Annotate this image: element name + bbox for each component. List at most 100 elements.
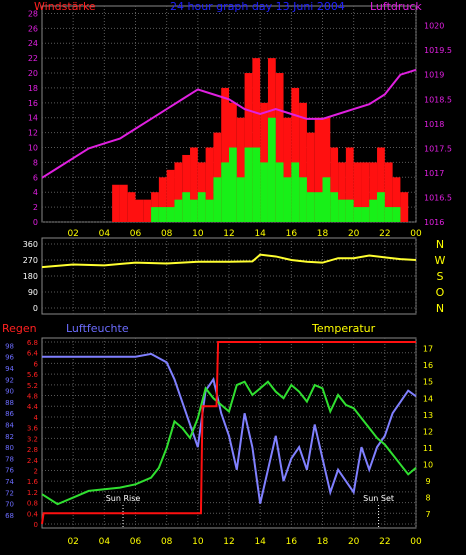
direction-tick-label: 360	[23, 240, 38, 249]
humidity-tick-label: 90	[5, 388, 14, 396]
wind-avg-bar	[377, 192, 385, 222]
x-tick-label: 22	[379, 537, 390, 547]
pressure-tick-label: 1018.5	[424, 95, 452, 104]
wind-avg-bar	[190, 199, 198, 222]
x-tick-label: 12	[223, 229, 234, 239]
humidity-tick-label: 74	[5, 478, 14, 486]
wind-gust-bar	[400, 192, 409, 222]
panel1-x-ticks: 02 04 06 08 10 12 14 16 18 20 22 00	[67, 229, 422, 239]
x-tick-label: 16	[286, 537, 298, 547]
temperature-axis-ticks: 7 8 9 10 11 12 13 14 15 16 17	[423, 345, 433, 519]
wind-avg-bars	[151, 117, 401, 222]
temperature-tick-label: 16	[423, 361, 433, 370]
humidity-tick-label: 92	[5, 376, 14, 384]
wind-tick-label: 10	[28, 144, 38, 153]
wind-avg-bar	[283, 177, 292, 222]
wind-avg-bar	[306, 192, 315, 222]
wind-gust-bar	[283, 117, 292, 222]
chart-title: 24 hour graph day 13 Juni 2004	[170, 0, 345, 13]
x-tick-label: 10	[192, 229, 204, 239]
compass-tick-label: S	[437, 270, 444, 283]
x-tick-label: 08	[161, 229, 173, 239]
panel3-x-ticks: 02 04 06 08 10 12 14 16 18 20 22 00	[67, 537, 422, 547]
x-tick-label: 22	[379, 229, 390, 239]
wind-gust-bar	[306, 132, 315, 222]
panel-rain-humidity-temperature: Sun Rise Sun Set 0 0.4 0.8 1.2 1.6 2 2.4 2.8 3.2 3…	[2, 322, 433, 547]
wind-avg-bar	[174, 199, 183, 222]
rain-tick-label: 4	[34, 414, 39, 422]
wind-tick-label: 28	[28, 9, 38, 18]
rain-tick-label: 5.6	[27, 371, 39, 379]
rain-tick-label: 2.8	[27, 446, 38, 454]
direction-line-group	[41, 253, 417, 269]
wind-gust-bar	[127, 192, 136, 222]
compass-tick-label: N	[436, 238, 444, 251]
wind-gust-bar	[299, 102, 307, 222]
wind-avg-bar	[158, 207, 167, 222]
rain-tick-label: 6	[34, 360, 39, 368]
x-tick-label: 00	[410, 537, 422, 547]
wind-avg-bar	[166, 207, 175, 222]
x-tick-label: 20	[348, 537, 360, 547]
humidity-tick-label: 82	[5, 433, 14, 441]
rain-tick-label: 0	[34, 521, 38, 529]
pressure-line-group	[41, 68, 417, 179]
wind-avg-bar	[345, 199, 354, 222]
wind-avg-bar	[291, 162, 300, 222]
wind-tick-label: 6	[33, 173, 38, 182]
wind-avg-bar	[369, 199, 378, 222]
x-tick-label: 14	[254, 537, 266, 547]
wind-tick-label: 22	[28, 54, 38, 63]
x-tick-label: 20	[348, 229, 360, 239]
x-tick-label: 02	[67, 229, 78, 239]
x-tick-label: 00	[410, 229, 422, 239]
wind-gust-bar	[143, 199, 152, 222]
humidity-tick-label: 86	[5, 410, 14, 418]
humidity-tick-label: 70	[5, 501, 14, 509]
wind-tick-label: 4	[33, 188, 38, 197]
temperature-tick-label: 15	[423, 378, 433, 387]
rain-tick-label: 1.6	[27, 478, 39, 486]
pressure-tick-label: 1016.5	[424, 193, 452, 202]
wind-avg-bar	[361, 207, 370, 222]
pressure-tick-label: 1019	[424, 71, 444, 80]
sun-markers: Sun Rise Sun Set	[106, 494, 394, 528]
temperature-line	[41, 380, 417, 506]
direction-tick-label: 180	[23, 272, 38, 281]
temperature-tick-label: 10	[423, 460, 433, 469]
wind-avg-bar	[252, 147, 261, 222]
wind-avg-bar	[314, 192, 323, 222]
wind-tick-label: 16	[28, 99, 38, 108]
temperature-tick-label: 8	[425, 494, 430, 503]
x-tick-label: 06	[130, 537, 142, 547]
x-tick-label: 08	[161, 537, 173, 547]
wind-gust-bar	[338, 162, 346, 222]
rain-tick-label: 5.2	[27, 382, 38, 390]
wind-gust-bar	[377, 147, 385, 222]
rain-tick-label: 2	[34, 467, 38, 475]
humidity-tick-label: 88	[5, 399, 14, 407]
humidity-tick-label: 76	[5, 467, 14, 475]
humidity-tick-label: 96	[5, 354, 14, 362]
wind-gust-bar	[221, 87, 229, 223]
rain-tick-label: 4.8	[27, 393, 38, 401]
pressure-tick-label: 1020	[424, 22, 444, 31]
humidity-tick-label: 78	[5, 455, 14, 463]
x-tick-label: 04	[99, 229, 111, 239]
wind-gust-bar	[322, 117, 331, 222]
rain-tick-label: 1.2	[27, 489, 38, 497]
wind-avg-bar	[197, 192, 206, 222]
humidity-tick-label: 80	[5, 444, 14, 452]
wind-tick-label: 26	[28, 24, 38, 33]
humidity-axis-ticks: 68 70 72 74 76 78 80 82 84 86 88 90 92 94 96 98	[5, 342, 14, 520]
wind-tick-label: 0	[33, 218, 38, 227]
direction-line	[41, 253, 417, 269]
x-tick-label: 06	[130, 229, 142, 239]
wind-axis-label: Windstärke	[34, 0, 96, 13]
x-tick-label: 02	[67, 537, 78, 547]
pressure-tick-label: 1016	[424, 218, 444, 227]
wind-avg-bar	[275, 162, 284, 222]
